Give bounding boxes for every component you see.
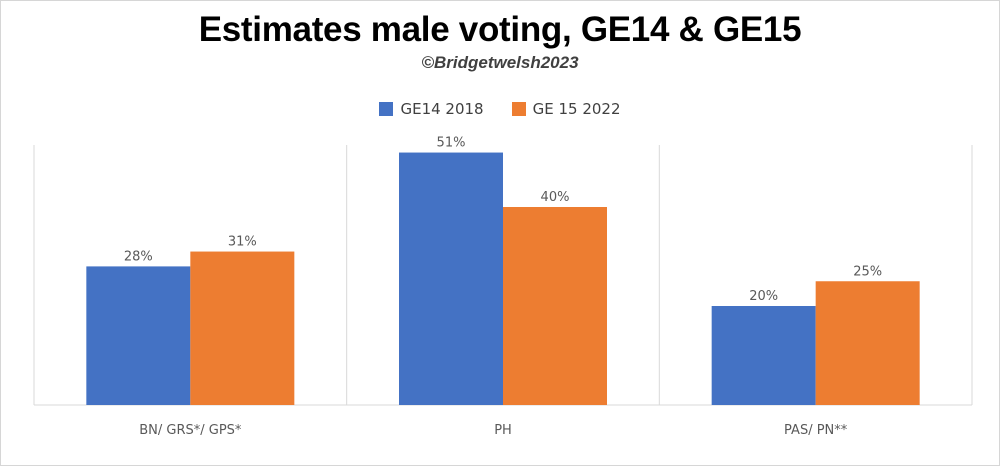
legend-swatch-ge15 bbox=[511, 102, 526, 116]
legend: GE14 2018 GE 15 2022 bbox=[0, 100, 1000, 118]
legend-swatch-ge14 bbox=[379, 102, 394, 116]
legend-item-ge14: GE14 2018 bbox=[379, 100, 484, 118]
category-label: BN/ GRS*/ GPS* bbox=[139, 423, 242, 438]
bar-ge15 bbox=[503, 207, 607, 405]
data-label: 28% bbox=[124, 249, 153, 264]
legend-label-ge15: GE 15 2022 bbox=[532, 100, 621, 118]
data-label: 31% bbox=[228, 235, 257, 250]
category-label: PAS/ PN** bbox=[784, 423, 848, 438]
chart-title: Estimates male voting, GE14 & GE15 bbox=[198, 10, 802, 49]
legend-item-ge15: GE 15 2022 bbox=[511, 100, 621, 118]
data-label: 40% bbox=[541, 190, 570, 205]
legend-label-ge14: GE14 2018 bbox=[400, 100, 484, 118]
bar-ge14 bbox=[86, 266, 191, 405]
chart-subtitle: ©Bridgetwelsh2023 bbox=[421, 53, 579, 72]
bar-ge14 bbox=[711, 306, 816, 405]
data-label: 51% bbox=[437, 136, 466, 151]
bar-ge14 bbox=[399, 152, 503, 405]
data-label: 20% bbox=[749, 289, 778, 304]
bar-ge15 bbox=[190, 251, 295, 405]
data-label: 25% bbox=[853, 264, 882, 279]
category-label: PH bbox=[494, 423, 512, 438]
bar-ge15 bbox=[815, 281, 920, 405]
